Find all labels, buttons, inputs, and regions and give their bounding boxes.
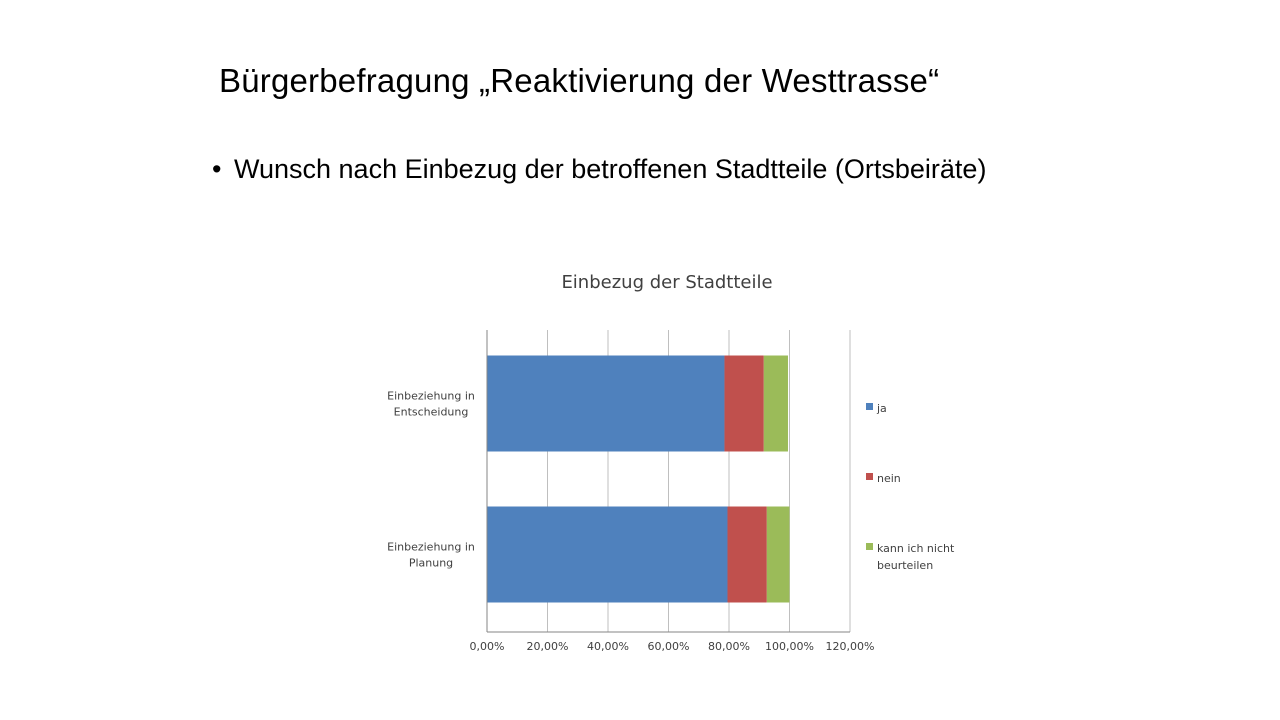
y-category-label: Einbeziehung in Planung xyxy=(387,541,475,570)
legend-swatch xyxy=(866,403,873,410)
x-tick-label: 0,00% xyxy=(470,640,505,653)
bar-segment xyxy=(763,355,788,452)
chart-title: Einbezug der Stadtteile xyxy=(561,272,772,293)
x-tick-label: 80,00% xyxy=(708,640,750,653)
x-tick-label: 20,00% xyxy=(527,640,569,653)
x-tick-label: 120,00% xyxy=(826,640,875,653)
bullet-text: Wunsch nach Einbezug der betroffenen Sta… xyxy=(234,154,987,184)
legend-label: ja xyxy=(876,402,887,415)
bar-segment xyxy=(487,506,728,603)
legend-swatch xyxy=(866,473,873,480)
bullet-dot-icon: • xyxy=(212,154,222,184)
legend-label: kann ich nicht beurteilen xyxy=(877,542,955,572)
bar-segment xyxy=(724,355,764,452)
bullet-list: • Wunsch nach Einbezug der betroffenen S… xyxy=(212,153,1112,186)
slide-title: Bürgerbefragung „Reaktivierung der Westt… xyxy=(219,62,940,99)
bar-segment xyxy=(766,506,790,603)
bullet-item: • Wunsch nach Einbezug der betroffenen S… xyxy=(212,153,1112,186)
x-tick-label: 40,00% xyxy=(587,640,629,653)
legend-label: nein xyxy=(877,472,901,485)
legend-swatch xyxy=(866,543,873,550)
x-tick-label: 100,00% xyxy=(765,640,814,653)
bar-segment xyxy=(487,355,725,452)
bar-segment xyxy=(727,506,767,603)
y-category-label: Einbeziehung in Entscheidung xyxy=(387,390,475,419)
x-tick-label: 60,00% xyxy=(648,640,690,653)
